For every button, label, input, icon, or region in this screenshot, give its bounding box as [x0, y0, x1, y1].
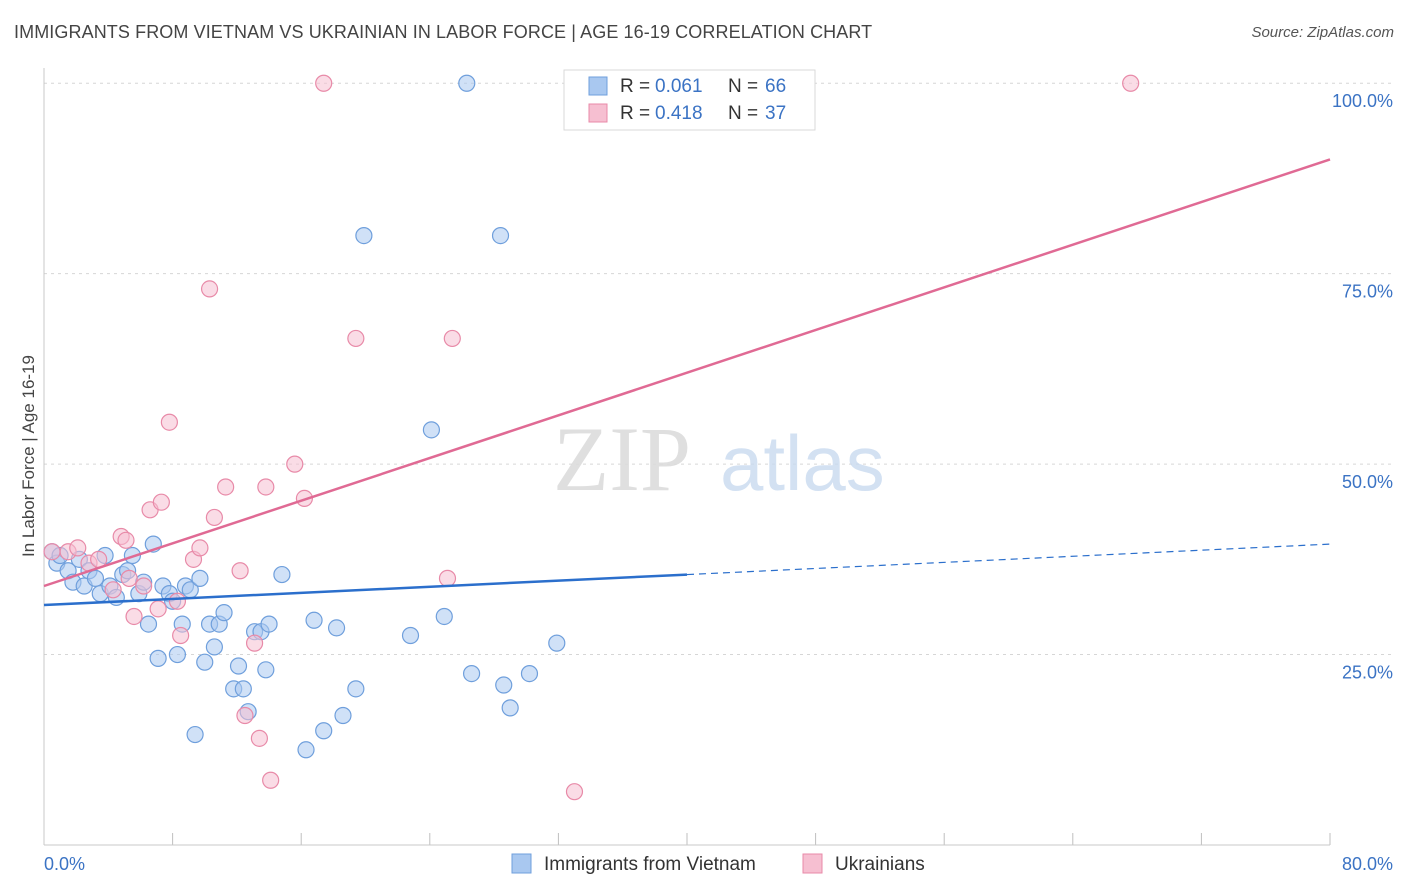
vietnam-point — [257, 661, 275, 679]
vietnam-point — [401, 626, 420, 645]
legend-n-label-vietnam: N = — [728, 76, 758, 97]
legend-bottom-swatch-vietnam — [511, 853, 532, 874]
legend-bottom-swatch-ukrainians — [802, 853, 823, 874]
vietnam-point — [491, 226, 510, 245]
vietnam-point — [215, 604, 233, 622]
ukrainian-point — [200, 280, 219, 298]
vietnam-point — [168, 645, 187, 664]
legend-n-label-ukrainians: N = — [728, 103, 758, 124]
ukrainian-point — [160, 413, 178, 431]
legend-series: Immigrants from Vietnam Ukrainians — [511, 853, 925, 875]
ukrainian-point — [149, 600, 167, 618]
vietnam-point — [422, 421, 441, 439]
tick-label-layer: 25.0% 50.0% 75.0% 100.0% 0.0% 80.0% — [44, 91, 1393, 874]
ukrainian-point — [125, 607, 143, 626]
vietnam-point — [520, 665, 539, 683]
ukrainian-point — [168, 592, 187, 610]
trend-layer — [43, 158, 1331, 607]
legend-stats: R = 0.061 N = 66 R = 0.418 N = 37 — [563, 69, 816, 131]
legend-swatch-ukrainians — [588, 103, 608, 123]
source-label: Source: ZipAtlas.com — [1251, 24, 1394, 41]
legend-r-value-vietnam: 0.061 — [655, 76, 703, 97]
watermark-zip: ZIP — [553, 408, 691, 510]
ukrainian-point — [245, 634, 264, 652]
vietnam-point — [196, 653, 214, 671]
legend-n-value-ukrainians: 37 — [765, 103, 786, 124]
vietnam-point — [186, 725, 204, 744]
y-axis-label: In Labor Force | Age 16-19 — [19, 355, 38, 557]
ukrainian-point — [104, 581, 122, 599]
watermark-atlas: atlas — [720, 419, 885, 507]
vietnam-point — [347, 680, 365, 698]
points-layer — [43, 74, 1140, 801]
vietnam-point — [234, 680, 252, 698]
ukrainian-point — [152, 493, 170, 511]
ukrainian-point — [257, 478, 275, 496]
vietnam-point — [297, 741, 315, 759]
legend-bottom-label-ukrainians: Ukrainians — [835, 854, 925, 875]
chart-title: IMMIGRANTS FROM VIETNAM VS UKRAINIAN IN … — [14, 22, 873, 42]
legend-r-value-ukrainians: 0.418 — [655, 103, 703, 124]
legend-n-value-vietnam: 66 — [765, 76, 786, 97]
vietnam-point — [229, 657, 248, 675]
legend-swatch-vietnam — [588, 76, 608, 96]
ukrainian-point — [120, 569, 138, 587]
ukrainian-point — [250, 729, 269, 747]
ukrainian-point — [205, 508, 223, 527]
vietnam-trend-line — [43, 573, 688, 607]
ukrainian-point — [191, 539, 209, 557]
axis-layer — [43, 68, 1330, 846]
vietnam-point — [273, 565, 291, 584]
y-tick-label: 25.0% — [1342, 663, 1393, 683]
ukrainian-point — [315, 74, 333, 92]
vietnam-point — [260, 615, 278, 633]
vietnam-point — [86, 569, 105, 587]
ukrainian-point — [69, 539, 87, 557]
ukrainian-point — [217, 478, 235, 496]
vietnam-point — [355, 226, 373, 245]
vietnam-point — [458, 74, 476, 92]
legend-r-label-ukrainians: R = — [620, 103, 650, 124]
ukrainian-point — [443, 329, 461, 348]
y-tick-label: 75.0% — [1342, 282, 1393, 302]
ukrainian-point — [236, 706, 254, 725]
ukrainian-point — [135, 577, 153, 595]
x-tick-label-min: 0.0% — [44, 854, 85, 874]
ukrainian-point — [1122, 74, 1140, 92]
vietnam-trend-extension — [686, 543, 1331, 576]
vietnam-point — [191, 569, 209, 587]
ukrainian-point — [231, 562, 249, 580]
ukrainian-trend-line — [43, 158, 1331, 588]
ukrainian-point — [565, 783, 584, 801]
y-tick-label: 100.0% — [1332, 91, 1393, 111]
ukrainian-point — [347, 329, 365, 348]
x-tick-label-max: 80.0% — [1342, 854, 1393, 874]
vietnam-point — [315, 722, 333, 740]
vietnam-point — [501, 699, 519, 717]
vietnam-point — [149, 649, 167, 667]
vietnam-point — [462, 665, 481, 683]
vietnam-point — [548, 634, 566, 652]
vietnam-point — [495, 676, 513, 694]
vietnam-point — [305, 611, 323, 629]
watermark-logo: ZIP atlas — [553, 408, 885, 510]
legend-r-label-vietnam: R = — [620, 76, 650, 97]
ukrainian-point — [43, 543, 61, 561]
vietnam-point — [334, 706, 352, 725]
ukrainian-point — [286, 455, 304, 473]
vietnam-point — [435, 607, 453, 626]
ukrainian-point — [117, 531, 135, 549]
vietnam-point — [327, 619, 346, 637]
vietnam-point — [205, 638, 223, 656]
y-tick-label: 50.0% — [1342, 472, 1393, 492]
vietnam-point — [139, 615, 158, 633]
legend-bottom-label-vietnam: Immigrants from Vietnam — [544, 854, 756, 875]
ukrainian-point — [438, 569, 457, 587]
grid-layer — [43, 82, 1392, 845]
ukrainian-point — [262, 771, 280, 789]
ukrainian-point — [172, 626, 190, 645]
